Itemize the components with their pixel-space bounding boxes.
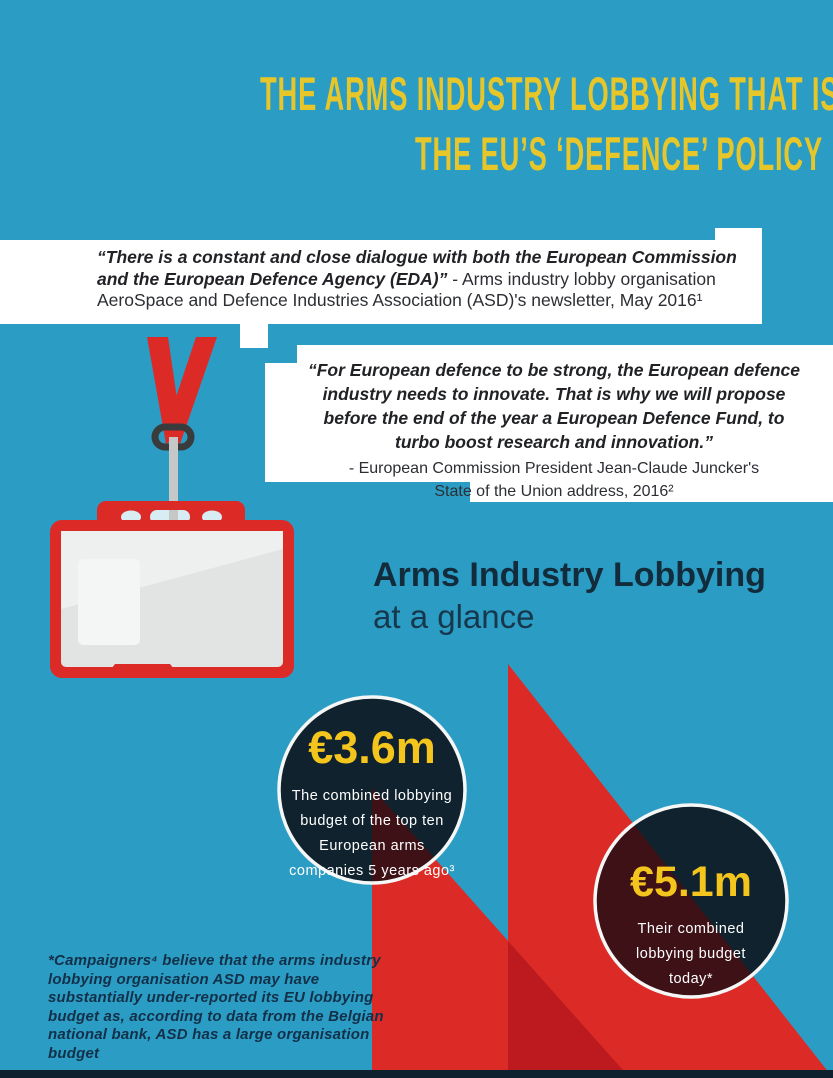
- quote-1-text: “There is a constant and close dialogue …: [97, 247, 737, 289]
- stat-1-value: €3.6m: [308, 722, 436, 773]
- badge-strap-through-slot: [169, 510, 178, 524]
- footnote: *Campaigners⁴ believe that the arms indu…: [48, 952, 384, 1062]
- quote-2-attribution-line1: - European Commission President Jean-Cla…: [348, 460, 760, 477]
- id-badge-lanyard-icon: [50, 337, 294, 678]
- section-heading-light: at a glance: [373, 598, 535, 635]
- badge-strap: [169, 437, 178, 523]
- stat-circle-1-ring: [277, 695, 467, 885]
- quote-box-2-bg: [265, 345, 833, 502]
- stat-circle-2: €5.1m Their combined lobbying budget tod…: [581, 858, 801, 992]
- badge-thumb-notch: [104, 664, 181, 678]
- section-heading-bold: Arms Industry Lobbying: [373, 556, 766, 594]
- triangle-overlap-shade: [508, 941, 630, 1078]
- quote-1-attribution: - Arms industry lobby organisation AeroS…: [97, 268, 716, 311]
- badge-photo-area: [78, 559, 140, 645]
- stat-circle-2-bg: [593, 803, 789, 999]
- stat-1-description: The combined lobbying budget of the top …: [289, 788, 455, 879]
- stat-circle-2-ring: [593, 803, 789, 999]
- stat-2-description: Their combined lobbying budget today*: [636, 921, 746, 987]
- quote-2-attribution-line2: State of the Union address, 2016²: [434, 483, 674, 500]
- page-title-line1: THE ARMS INDUSTRY LOBBYING THAT IS SHAPI…: [259, 67, 833, 120]
- quote-2-attribution: - European Commission President Jean-Cla…: [300, 457, 808, 503]
- quote-box-1: “There is a constant and close dialogue …: [97, 247, 745, 312]
- stat-2-value: €5.1m: [630, 858, 752, 906]
- footer-bar: [0, 1070, 833, 1078]
- stat-circle-1: €3.6m The combined lobbying budget of th…: [262, 722, 482, 884]
- page-title-line2: THE EU’S ‘DEFENCE’ POLICY: [415, 127, 824, 180]
- section-heading: Arms Industry Lobbying at a glance: [373, 554, 813, 638]
- quote-2-text: “For European defence to be strong, the …: [307, 360, 801, 452]
- page-title: THE ARMS INDUSTRY LOBBYING THAT IS SHAPI…: [0, 64, 833, 184]
- quote-box-1-bg: [0, 228, 762, 348]
- quote-box-2: “For European defence to be strong, the …: [300, 358, 808, 503]
- lanyard-strap-right: [164, 337, 217, 444]
